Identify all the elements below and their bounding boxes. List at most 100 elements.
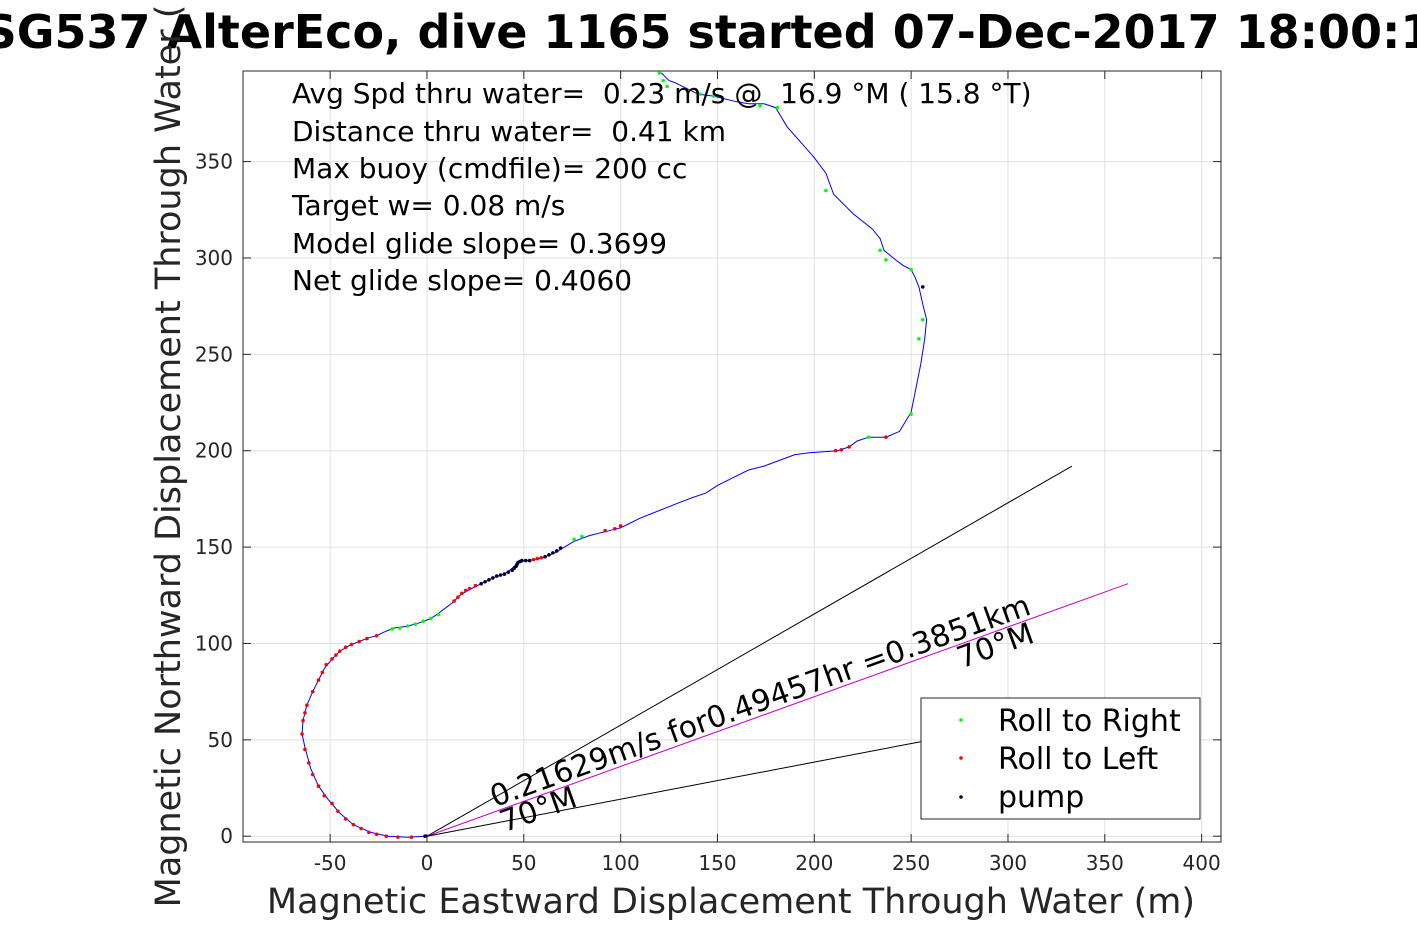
track-marker-right <box>909 412 913 416</box>
x-tick-label: 200 <box>795 851 833 875</box>
legend-marker-pump <box>959 795 963 799</box>
y-tick-label: 350 <box>195 150 233 174</box>
track-marker-left <box>467 586 472 591</box>
y-tick-label: 100 <box>195 631 233 655</box>
track-marker-left <box>839 447 844 452</box>
legend-marker-roll-right <box>959 718 963 722</box>
track-marker-pump <box>520 558 524 563</box>
track-marker-left <box>307 761 311 765</box>
track-marker-right <box>405 624 410 628</box>
track-marker-left <box>316 784 321 788</box>
track-markers <box>300 71 925 839</box>
track-marker-pump <box>554 549 559 553</box>
dive-track <box>301 72 928 838</box>
x-tick-label: -50 <box>314 851 347 875</box>
track-marker-right <box>421 619 425 624</box>
track-marker-left <box>316 678 321 682</box>
track-marker-left <box>884 435 888 440</box>
stats-line-3: Max buoy (cmdfile)= 200 cc <box>292 152 687 185</box>
track-marker-left <box>374 633 379 638</box>
track-marker-right <box>657 71 662 75</box>
track-marker-left <box>833 448 838 453</box>
axis-ticks: -50 0 50 100 150 200 250 300 350 400 0 50 100 150 200 2… <box>195 71 1221 875</box>
track-marker-left <box>463 588 468 593</box>
track-marker-pump <box>558 546 563 550</box>
track-marker-left <box>351 822 356 827</box>
track-marker-pump <box>527 558 532 563</box>
y-tick-label: 300 <box>195 246 233 270</box>
y-tick-label: 200 <box>195 439 233 463</box>
track-marker-right <box>665 84 669 89</box>
track-marker-right <box>909 267 913 272</box>
track-marker-right <box>920 317 925 322</box>
x-tick-label: 250 <box>892 851 930 875</box>
track-marker-left <box>618 524 623 528</box>
track-marker-pump <box>498 573 503 577</box>
track-marker-left <box>343 645 348 650</box>
track-marker-left <box>357 639 361 644</box>
track-marker-right <box>866 435 871 440</box>
track-marker-left <box>343 817 348 821</box>
x-tick-label: 0 <box>421 851 434 875</box>
legend-marker-roll-left <box>959 756 963 760</box>
reference-line-upper <box>426 465 1073 837</box>
track-marker-left <box>473 583 478 588</box>
x-tick-label: 300 <box>989 851 1027 875</box>
track-marker-left <box>535 556 540 561</box>
track-marker-right <box>398 626 402 630</box>
track-marker-left <box>330 657 334 661</box>
track-marker-pump <box>423 834 427 839</box>
track-marker-left <box>324 662 329 667</box>
track-marker-right <box>758 103 762 108</box>
track-marker-left <box>310 689 315 694</box>
track-marker-right <box>698 92 702 96</box>
track-marker-pump <box>479 581 484 586</box>
track-marker-left <box>603 528 607 533</box>
track-marker-left <box>301 718 305 723</box>
track-marker-left <box>349 642 354 647</box>
track-marker-pump <box>506 570 511 574</box>
y-axis-label: Magnetic Northward Displacement Through … <box>149 5 189 908</box>
track-marker-pump <box>543 554 547 559</box>
track-marker-right <box>390 627 394 631</box>
track-marker-left <box>374 832 379 837</box>
track-marker-left <box>409 835 414 839</box>
track-marker-left <box>310 772 315 777</box>
plot-area <box>242 70 1222 843</box>
legend-label-roll-right: Roll to Right <box>998 704 1181 739</box>
chart-title: SG537 AlterEco, dive 1165 started 07-Dec… <box>0 5 1417 59</box>
y-tick-label: 0 <box>220 824 233 848</box>
track-marker-left <box>300 732 304 736</box>
track-marker-right <box>413 622 418 626</box>
x-tick-label: 150 <box>698 851 736 875</box>
track-marker-right <box>775 105 780 110</box>
track-marker-right <box>572 537 576 542</box>
x-tick-label: 100 <box>602 851 640 875</box>
track-marker-right <box>917 337 921 341</box>
reference-lines <box>426 465 1129 837</box>
grid-lines <box>243 71 1221 842</box>
reference-line-lower <box>426 739 931 837</box>
track-marker-left <box>338 649 342 653</box>
track-marker-left <box>359 826 363 831</box>
track-marker-left <box>456 595 460 600</box>
reference-line-middle <box>426 583 1129 837</box>
track-marker-left <box>365 636 369 641</box>
stats-line-2: Distance thru water= 0.41 km <box>292 115 726 148</box>
track-marker-left <box>613 526 617 531</box>
track-marker-left <box>539 555 544 560</box>
track-marker-left <box>336 809 340 813</box>
legend: Roll to Right Roll to Left pump <box>920 697 1201 820</box>
stats-box: Avg Spd thru water= 0.23 m/s @ 16.9 °M (… <box>291 77 1032 297</box>
track-marker-left <box>334 653 338 657</box>
track-marker-right <box>824 188 828 193</box>
track-marker-left <box>384 834 389 839</box>
track-marker-left <box>320 670 325 675</box>
track-marker-left <box>396 835 400 839</box>
y-tick-label: 150 <box>195 535 233 559</box>
track-marker-right <box>580 534 584 539</box>
x-tick-label: 400 <box>1183 851 1221 875</box>
track-marker-left <box>452 599 456 603</box>
track-marker-pump <box>487 578 491 582</box>
